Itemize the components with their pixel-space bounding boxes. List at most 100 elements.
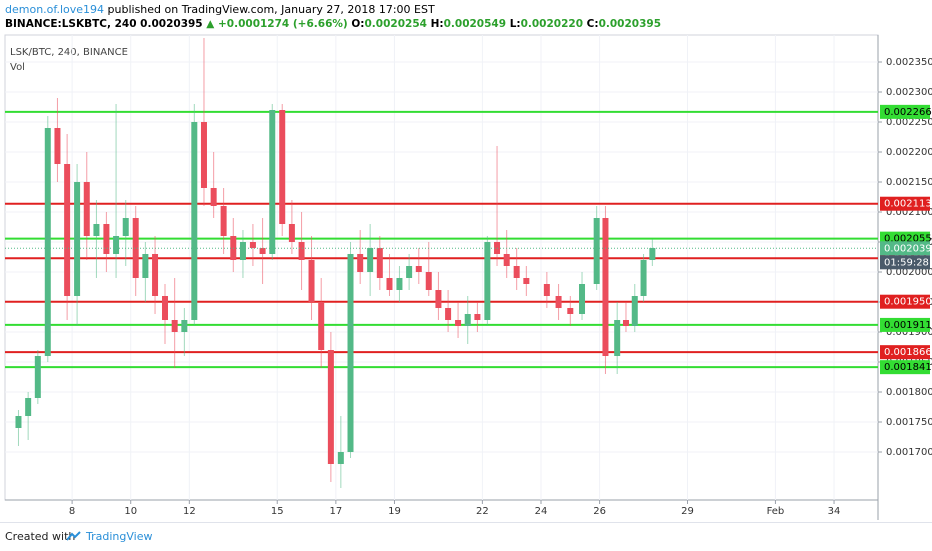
o-label: O: [351,18,365,30]
level-tag [880,196,930,211]
candle-body [649,248,656,260]
symbol-line: BINANCE:LSKBTC, 240 0.0020395 ▲ +0.00012… [5,18,661,30]
candle-body [152,254,159,296]
candle-body [259,248,266,254]
change: ▲ +0.0001274 (+6.66%) [206,18,348,30]
candle-body [308,260,315,302]
level-tag [880,317,930,332]
candle-body [210,188,217,206]
published: published on TradingView.com, January 27… [107,3,435,16]
y-tick-label: 0.0023500 [886,57,932,68]
candle-body [631,296,638,326]
candle-body [83,182,90,236]
x-tick-label: 12 [183,506,196,517]
x-tick-label: 24 [535,506,548,517]
candle-body [474,314,481,320]
candle-body [25,398,32,416]
x-tick-label: 22 [476,506,489,517]
level-label: 0.0021138 [884,199,932,210]
brand[interactable]: TradingView [86,530,153,543]
candle-body [64,164,71,296]
candle-body [93,224,100,236]
candle-body [406,266,413,278]
candle-body [567,308,574,314]
current-price-tag [880,241,930,256]
candle-body [503,254,510,266]
candle-body [435,290,442,308]
x-tick-label: 26 [593,506,606,517]
low: 0.0020220 [520,18,584,30]
symbol: BINANCE:LSKBTC, 240 [5,18,137,30]
candle-body [357,254,364,272]
candle-body [484,242,491,320]
candle-body [347,254,354,452]
l-label: L: [509,18,521,30]
author[interactable]: demon.of.love194 [5,3,105,16]
candle-body [249,242,256,248]
candle-body [15,416,22,428]
candle-body [142,254,149,278]
x-tick-label: 19 [388,506,401,517]
candle-body [298,242,305,260]
countdown-tag [880,255,930,270]
high: 0.0020549 [443,18,507,30]
legend-title: LSK/BTC, 240, BINANCE [10,47,128,58]
candle-body [602,218,609,356]
level-tag [880,345,930,360]
candle-body [171,320,178,332]
x-tick-label: Feb [767,506,785,517]
candle-body [122,218,129,236]
candle-body [34,356,41,398]
level-tag [880,294,930,309]
candle-body [103,224,110,254]
candle-body [415,266,422,272]
c-label: C: [586,18,599,30]
candle-body [640,260,647,296]
created-with: Created with [5,530,76,543]
candle-body [327,350,334,464]
footer: Created with TradingView [0,522,932,551]
level-label: 0.0019505 [884,297,932,308]
candle-body [579,284,586,314]
candle-body [279,110,286,224]
candle-body [543,284,550,296]
level-label: 0.0020556 [884,234,932,245]
x-tick-label: 29 [681,506,694,517]
candle-body [162,296,169,320]
level-label: 0.0018414 [884,362,932,373]
candle-body [376,248,383,278]
close: 0.0020395 [598,18,662,30]
candle-body [425,272,432,290]
h-label: H: [430,18,444,30]
x-tick-label: 34 [828,506,841,517]
candle-body [367,248,374,272]
level-label: 0.0019118 [884,320,932,331]
x-tick-label: 10 [124,506,137,517]
brand-icon [66,531,81,541]
candle-body [455,320,462,326]
candle-body [288,224,295,242]
candle-body [614,320,621,356]
candle-body [191,122,198,320]
x-tick-label: 17 [329,506,342,517]
current-price-label: 0.0020395 [884,243,932,254]
last: 0.0020395 [140,18,203,30]
level-label: 0.0018664 [884,347,932,358]
candle-body [318,302,325,350]
candle-body [396,278,403,290]
candle-body [555,296,562,308]
level-tag [880,104,930,119]
publish-line: demon.of.love194 published on TradingVie… [5,3,435,16]
x-tick-label: 8 [69,506,75,517]
candle-body [513,266,520,278]
